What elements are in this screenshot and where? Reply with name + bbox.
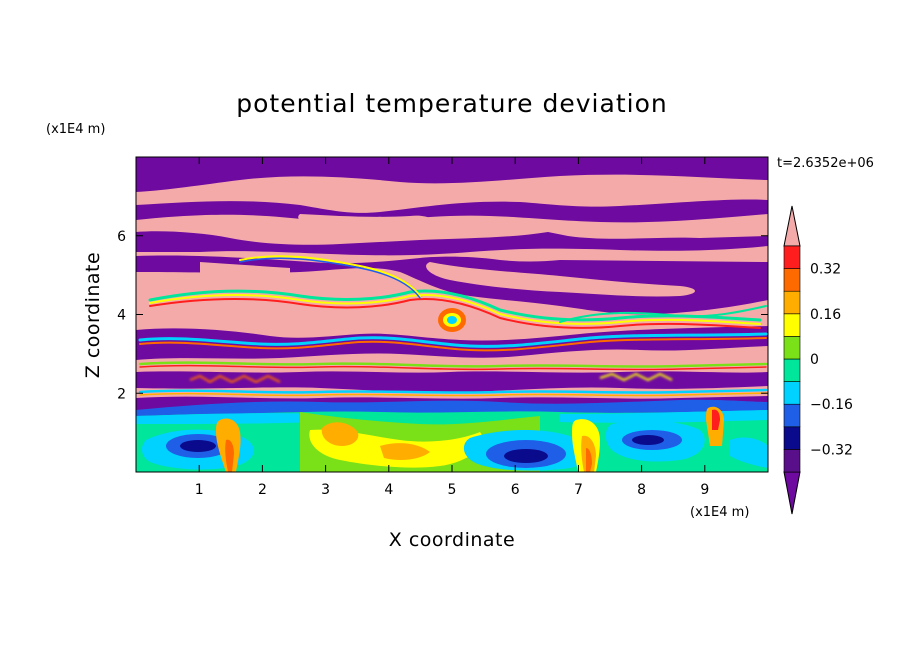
- y-tick-label: 6: [117, 229, 126, 245]
- colorbar-over-arrow: [783, 205, 801, 247]
- x-tick-label: 7: [574, 482, 583, 498]
- x-axis-label: X coordinate: [389, 529, 515, 551]
- mid-eddy: [438, 308, 466, 332]
- colorbar-under-arrow: [783, 471, 801, 515]
- boundary-layer: [136, 399, 768, 472]
- colorbar-swatch: [783, 336, 801, 360]
- colorbar-tick-label: −0.16: [810, 397, 853, 413]
- x-tick-label: 2: [258, 482, 267, 498]
- colorbar-swatch: [783, 449, 801, 473]
- x-tick-label: 3: [321, 482, 330, 498]
- x-tick-label: 9: [700, 482, 709, 498]
- colorbar-swatch: [783, 245, 801, 269]
- y-axis-label: Z coordinate: [82, 252, 104, 378]
- over-patches: [200, 214, 695, 297]
- x-tick-label: 6: [511, 482, 520, 498]
- colorbar-swatch: [783, 358, 801, 382]
- x-tick-label: 8: [637, 482, 646, 498]
- colorbar-tick-label: 0.32: [810, 262, 841, 278]
- chart-title: potential temperature deviation: [236, 89, 667, 118]
- y-tick-label: 2: [117, 386, 126, 402]
- interface-rims: [138, 255, 768, 397]
- heatmap-field: [136, 157, 768, 472]
- x-tick-label: 5: [448, 482, 457, 498]
- colorbar: 0.32 0.16 0 −0.16 −0.32: [783, 205, 853, 515]
- colorbar-tick-label: 0: [810, 352, 819, 368]
- y-tick-label: 4: [117, 308, 126, 324]
- x-tick-label: 4: [384, 482, 393, 498]
- colorbar-swatch: [783, 268, 801, 292]
- y-axis-unit: (x1E4 m): [46, 122, 105, 137]
- x-axis-unit: (x1E4 m): [690, 505, 749, 520]
- colorbar-swatch: [783, 313, 801, 337]
- x-tick-label: 1: [195, 482, 204, 498]
- turbulent-fringe: [189, 372, 673, 384]
- upper-bands: [136, 157, 768, 410]
- colorbar-tick-label: −0.32: [810, 442, 853, 458]
- colorbar-swatch: [783, 381, 801, 405]
- colorbar-swatch: [783, 403, 801, 428]
- colorbar-tick-label: 0.16: [810, 307, 841, 323]
- y-axis: 2 4 6: [117, 229, 768, 402]
- colorbar-swatch: [783, 426, 801, 450]
- colorbar-swatch: [783, 290, 801, 315]
- x-axis: 1 2 3 4 5 6 7 8 9: [195, 157, 709, 498]
- time-label: t=2.6352e+06: [777, 156, 874, 171]
